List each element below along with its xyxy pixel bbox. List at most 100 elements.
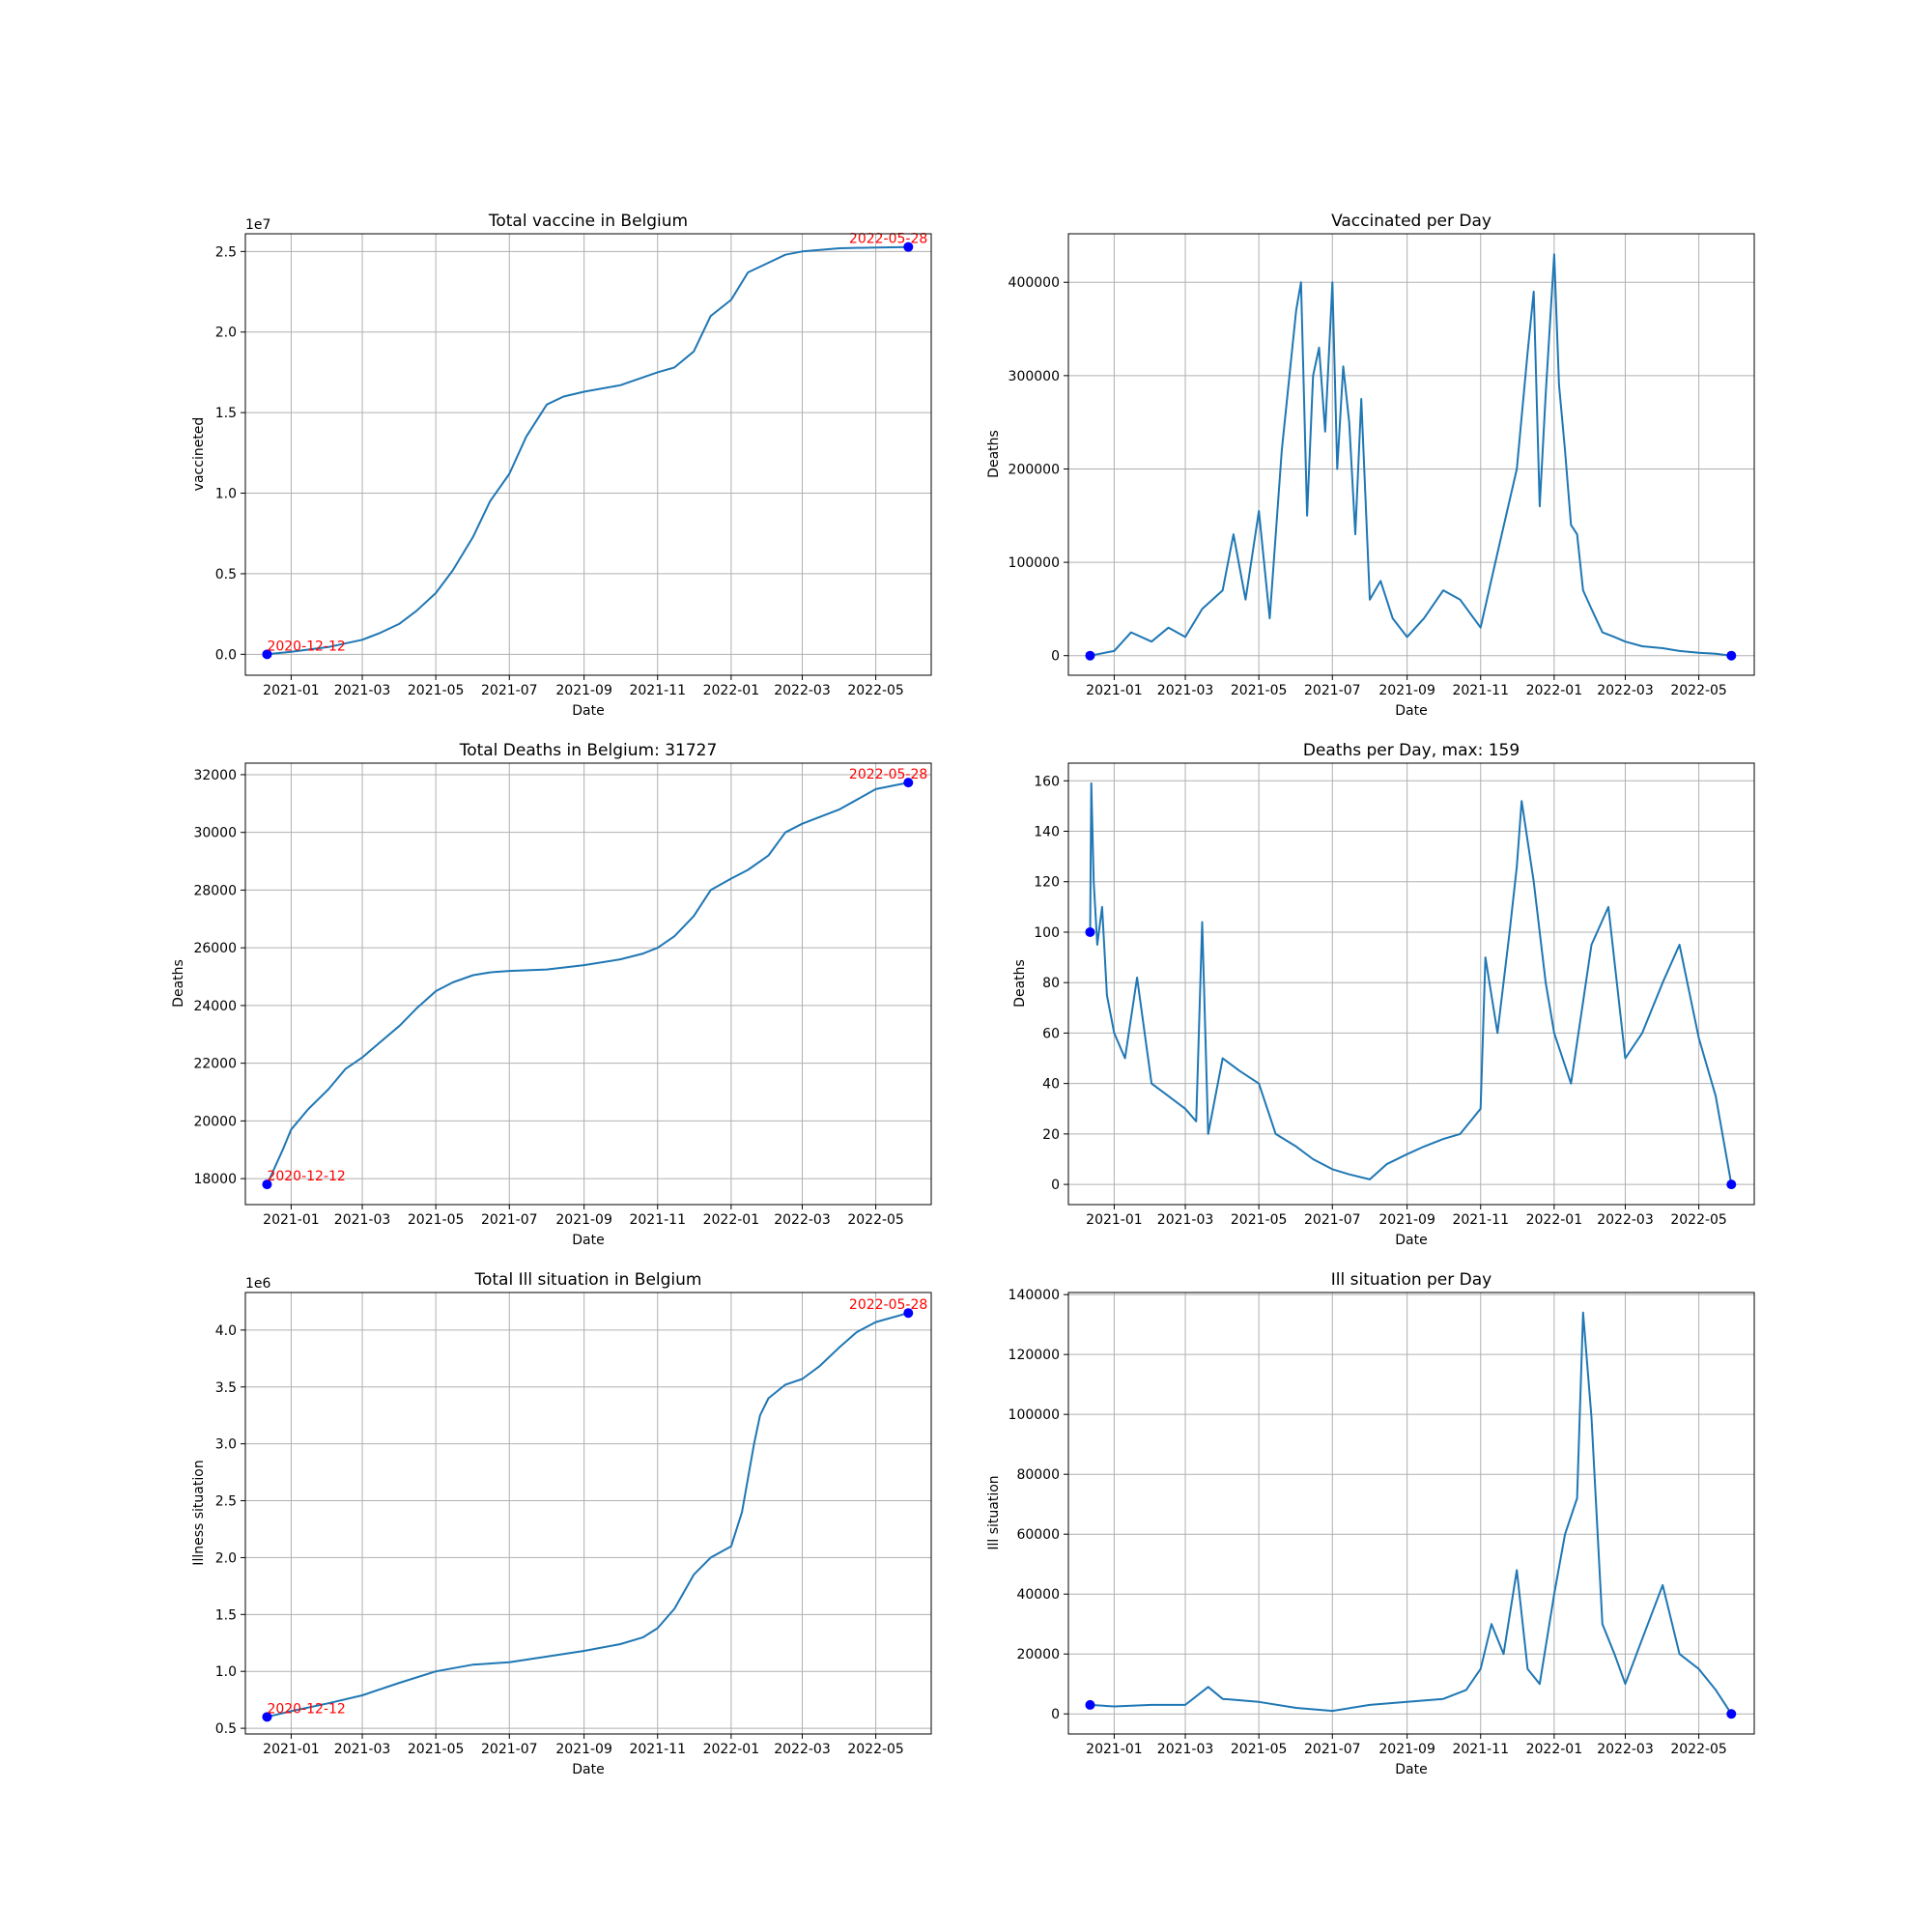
endpoint-marker <box>1085 650 1095 661</box>
panel-title: Total vaccine in Belgium <box>488 212 688 231</box>
y-tick-label: 22000 <box>193 1057 237 1072</box>
y-tick-label: 28000 <box>193 883 237 898</box>
endpoint-marker <box>262 1712 272 1722</box>
y-offset-label: 1e6 <box>245 1276 271 1292</box>
y-tick-label: 0 <box>1051 1707 1060 1722</box>
x-tick-label: 2021-07 <box>1304 1212 1361 1228</box>
x-tick-label: 2021-01 <box>263 1742 320 1757</box>
y-axis-label: Deaths <box>986 430 1002 478</box>
axes-frame <box>1067 762 1755 1206</box>
x-tick-label: 2021-03 <box>1157 683 1214 698</box>
y-tick-label: 100 <box>1034 925 1060 941</box>
x-tick-label: 2021-11 <box>1452 683 1509 698</box>
x-tick-label: 2021-01 <box>1086 1742 1143 1757</box>
endpoint-label: 2022-05-28 <box>849 232 927 247</box>
x-tick-label: 2022-03 <box>774 1742 831 1757</box>
endpoint-label: 2022-05-28 <box>849 1297 927 1313</box>
x-tick-label: 2021-03 <box>334 1212 391 1228</box>
x-tick-label: 2021-05 <box>408 1212 465 1228</box>
x-axis-label: Date <box>572 703 604 719</box>
x-tick-label: 2022-01 <box>703 1212 760 1228</box>
x-tick-label: 2022-03 <box>774 683 831 698</box>
y-tick-label: 1.0 <box>215 487 237 502</box>
x-tick-label: 2022-03 <box>1597 683 1654 698</box>
x-tick-label: 2021-01 <box>263 683 320 698</box>
panel-title: Deaths per Day, max: 159 <box>1303 741 1520 760</box>
y-tick-label: 2.5 <box>215 244 237 260</box>
x-tick-label: 2021-03 <box>1157 1742 1214 1757</box>
y-tick-label: 20000 <box>1016 1647 1060 1662</box>
panel-total-vaccine: Total vaccine in Belgium Date vaccineted… <box>191 212 932 719</box>
endpoint-marker <box>1726 1709 1737 1719</box>
x-tick-label: 2021-05 <box>1231 683 1288 698</box>
y-tick-label: 80000 <box>1016 1467 1060 1483</box>
series-line <box>266 781 909 1185</box>
x-tick-label: 2021-07 <box>1304 1742 1361 1757</box>
endpoint-marker <box>903 1308 914 1319</box>
y-tick-label: 0.5 <box>215 567 237 582</box>
y-tick-label: 40 <box>1042 1077 1060 1093</box>
endpoint-marker <box>1085 926 1095 937</box>
axes-frame <box>1067 1292 1755 1735</box>
y-tick-label: 140 <box>1034 825 1060 840</box>
y-axis-label: Deaths <box>1012 959 1028 1008</box>
y-tick-label: 0.0 <box>215 647 237 663</box>
endpoint-label: 2020-12-12 <box>267 639 345 654</box>
y-tick-label: 0.5 <box>215 1721 237 1737</box>
x-tick-label: 2022-05 <box>847 683 904 698</box>
endpoint-label: 2020-12-12 <box>267 1169 345 1184</box>
x-tick-label: 2021-09 <box>1378 683 1435 698</box>
y-offset-label: 1e7 <box>245 217 270 233</box>
y-tick-label: 100000 <box>1009 555 1060 571</box>
y-axis-label: Illness situation <box>191 1460 207 1565</box>
x-tick-label: 2021-05 <box>1231 1742 1288 1757</box>
panel-total-ill-situation: Total Ill situation in Belgium Date Illn… <box>191 1270 932 1777</box>
x-tick-label: 2022-01 <box>1526 683 1583 698</box>
endpoint-label: 2020-12-12 <box>267 1701 345 1717</box>
x-axis-label: Date <box>1395 1762 1427 1777</box>
x-tick-label: 2021-03 <box>334 1742 391 1757</box>
x-tick-label: 2022-03 <box>1597 1212 1654 1228</box>
y-axis-label: Ill situation <box>986 1475 1002 1549</box>
panel-title: Ill situation per Day <box>1331 1270 1492 1290</box>
y-tick-label: 3.0 <box>215 1437 237 1453</box>
y-tick-label: 4.0 <box>215 1323 237 1339</box>
x-tick-label: 2021-11 <box>1452 1742 1509 1757</box>
x-tick-label: 2022-01 <box>703 1742 760 1757</box>
x-tick-label: 2021-09 <box>555 1212 612 1228</box>
y-tick-label: 140000 <box>1009 1288 1060 1303</box>
x-axis-label: Date <box>572 1762 604 1777</box>
x-tick-label: 2021-01 <box>1086 683 1143 698</box>
x-tick-label: 2021-09 <box>555 683 612 698</box>
y-tick-label: 200000 <box>1009 462 1060 477</box>
axes-frame <box>244 1292 932 1735</box>
x-tick-label: 2022-05 <box>847 1742 904 1757</box>
endpoint-marker <box>1085 1699 1095 1710</box>
x-tick-label: 2022-05 <box>1670 1212 1727 1228</box>
x-tick-label: 2021-03 <box>1157 1212 1214 1228</box>
endpoint-marker <box>903 778 914 788</box>
x-tick-label: 2021-01 <box>263 1212 320 1228</box>
y-tick-label: 24000 <box>193 999 237 1014</box>
y-tick-label: 40000 <box>1016 1587 1060 1603</box>
endpoint-marker <box>262 649 272 660</box>
panel-deaths-per-day: Deaths per Day, max: 159 Date Deaths 202… <box>1012 741 1755 1248</box>
y-tick-label: 300000 <box>1009 369 1060 384</box>
y-tick-label: 0 <box>1051 649 1060 665</box>
endpoint-marker <box>262 1179 272 1190</box>
x-tick-label: 2021-03 <box>334 683 391 698</box>
endpoint-label: 2022-05-28 <box>849 767 927 782</box>
y-tick-label: 80 <box>1042 976 1060 991</box>
series-line <box>1090 1311 1733 1715</box>
panel-title: Total Ill situation in Belgium <box>474 1270 702 1290</box>
y-tick-label: 20000 <box>193 1114 237 1129</box>
x-tick-label: 2021-07 <box>481 1212 538 1228</box>
axes-frame <box>1067 233 1755 676</box>
panel-vaccinated-per-day: Vaccinated per Day Date Deaths 2021-01 20… <box>986 212 1755 719</box>
x-tick-label: 2022-01 <box>1526 1742 1583 1757</box>
y-tick-label: 2.0 <box>215 326 237 341</box>
x-tick-label: 2021-01 <box>1086 1212 1143 1228</box>
endpoint-marker <box>1726 650 1737 661</box>
